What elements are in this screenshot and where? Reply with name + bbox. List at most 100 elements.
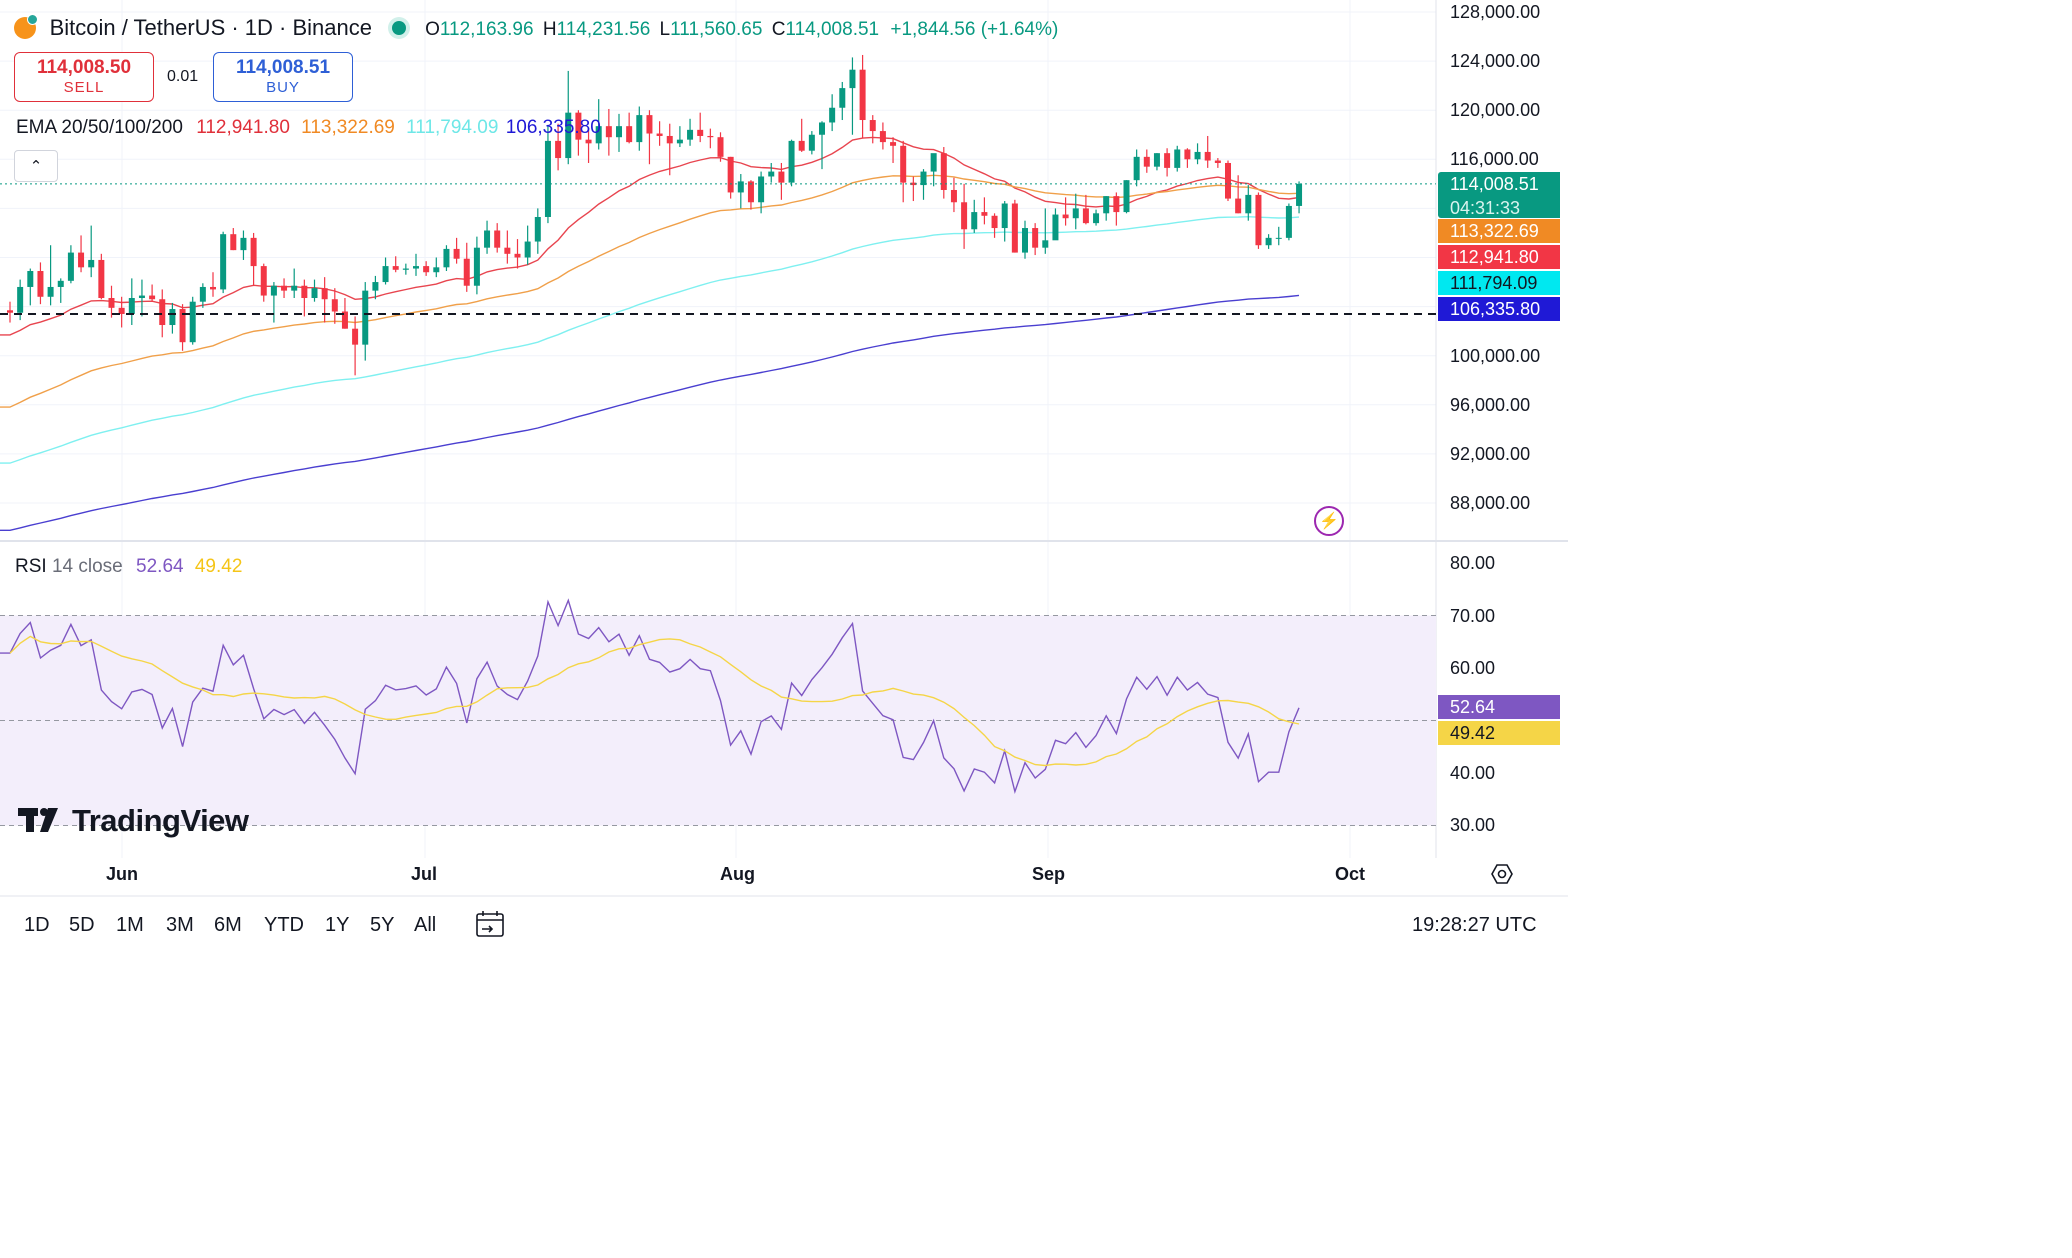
candle-down xyxy=(7,301,13,323)
candle-up xyxy=(47,245,54,306)
ema20-price-tag: 112,941.80 xyxy=(1438,245,1560,269)
buy-label: BUY xyxy=(266,79,300,96)
candle-body xyxy=(27,271,34,287)
candle-body xyxy=(433,267,440,273)
candle-body xyxy=(281,285,288,291)
candle-body xyxy=(595,126,602,144)
price-axis-label: 128,000.00 xyxy=(1450,2,1541,22)
candle-down xyxy=(859,54,866,139)
candle-up xyxy=(138,279,145,317)
candle-down xyxy=(869,115,876,144)
candle-up xyxy=(737,174,744,209)
candle-up xyxy=(1103,196,1110,221)
candle-body xyxy=(961,202,968,230)
clock-timezone[interactable]: 19:28:27 UTC xyxy=(1412,914,1537,936)
candle-down xyxy=(910,176,917,202)
tradingview-logo[interactable]: TradingView xyxy=(18,803,249,842)
candle-up xyxy=(169,302,176,334)
go-to-date-icon[interactable] xyxy=(474,909,506,939)
range-button-5d[interactable]: 5D xyxy=(69,914,95,936)
time-axis-label: Oct xyxy=(1335,864,1366,884)
lightning-icon[interactable]: ⚡ xyxy=(1314,506,1344,536)
rsi-legend[interactable]: RSI 14 close 52.64 49.42 xyxy=(15,556,242,578)
candle-body xyxy=(88,259,95,268)
ohlc-close-label: C xyxy=(771,19,786,40)
rsi-axis-label: 30.00 xyxy=(1450,815,1496,835)
range-button-1y[interactable]: 1Y xyxy=(325,914,350,936)
collapse-legend-button[interactable]: ⌃ xyxy=(14,150,58,182)
ohlc-change: +1,844.56 (+1.64%) xyxy=(890,19,1059,40)
symbol-title[interactable]: Bitcoin / TetherUS · 1D · Binance xyxy=(49,15,372,40)
ema100-price-tag: 111,794.09 xyxy=(1438,271,1560,295)
candle-down xyxy=(179,304,186,351)
candle-up xyxy=(687,118,694,146)
candle-down xyxy=(605,108,612,156)
candle-down xyxy=(555,123,562,171)
sell-button[interactable]: 114,008.50 SELL xyxy=(14,52,154,102)
range-button-all[interactable]: All xyxy=(414,914,437,936)
candle-down xyxy=(453,237,460,264)
price-axis-label: 96,000.00 xyxy=(1450,395,1531,415)
candle-up xyxy=(57,278,64,303)
candle-body xyxy=(950,189,957,203)
candle-body xyxy=(118,307,125,314)
range-button-5y[interactable]: 5Y xyxy=(370,914,395,936)
range-button-1d[interactable]: 1D xyxy=(24,914,50,936)
candle-body xyxy=(869,120,876,132)
candle-up xyxy=(1153,153,1160,171)
candle-body xyxy=(879,131,886,143)
candle-up xyxy=(311,279,318,302)
buy-button[interactable]: 114,008.51 BUY xyxy=(213,52,353,102)
ema-legend[interactable]: EMA 20/50/100/200 112,941.80 113,322.69 … xyxy=(16,117,601,139)
candle-body xyxy=(737,181,744,193)
candle-body xyxy=(392,266,399,270)
candle-down xyxy=(1255,192,1262,249)
candle-body xyxy=(910,182,917,186)
candle-body xyxy=(321,288,328,300)
candle-body xyxy=(210,286,216,290)
candle-body xyxy=(1103,196,1110,214)
candle-down xyxy=(747,180,754,210)
range-button-ytd[interactable]: YTD xyxy=(264,914,304,936)
candle-body xyxy=(341,311,348,329)
candle-down xyxy=(961,183,968,249)
rsi-ma-legend-value: 49.42 xyxy=(194,556,243,577)
candle-body xyxy=(179,309,186,343)
candle-body xyxy=(473,247,480,286)
candle-body xyxy=(98,259,105,299)
candle-body xyxy=(1225,162,1231,199)
candle-body xyxy=(443,248,450,268)
chart-canvas[interactable] xyxy=(0,0,1568,952)
range-button-6m[interactable]: 6M xyxy=(214,914,242,936)
range-button-3m[interactable]: 3M xyxy=(166,914,194,936)
candle-up xyxy=(1275,226,1282,246)
candle-body xyxy=(829,107,836,123)
ohlc-open-value: 112,163.96 xyxy=(439,19,534,40)
range-button-1m[interactable]: 1M xyxy=(116,914,144,936)
candle-body xyxy=(687,129,694,140)
candle-up xyxy=(240,230,247,260)
candle-body xyxy=(1153,153,1160,167)
candle-down xyxy=(697,112,704,143)
candle-down xyxy=(230,228,237,251)
candle-body xyxy=(67,252,74,281)
candle-body xyxy=(1265,237,1272,246)
price-axis-label: 88,000.00 xyxy=(1450,493,1531,513)
candle-body xyxy=(940,153,947,190)
candle-down xyxy=(1164,148,1171,177)
candle-up xyxy=(1265,234,1272,249)
candle-body xyxy=(402,268,409,270)
candle-body xyxy=(362,290,369,345)
candle-up xyxy=(829,94,836,132)
candle-down xyxy=(1184,148,1191,168)
time-axis-label: Aug xyxy=(720,864,755,884)
ohlc-close-value: 114,008.51 xyxy=(785,19,880,40)
candle-body xyxy=(138,295,145,299)
tradingview-mark-icon xyxy=(18,806,66,842)
candle-body xyxy=(697,129,704,136)
candle-down xyxy=(1032,223,1039,256)
sell-price: 114,008.50 xyxy=(36,57,132,78)
chart-settings-icon[interactable] xyxy=(1490,862,1514,886)
candle-up xyxy=(524,225,531,265)
candle-body xyxy=(382,266,389,283)
